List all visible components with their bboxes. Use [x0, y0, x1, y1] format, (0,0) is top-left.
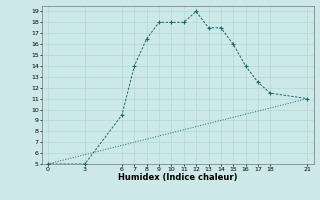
X-axis label: Humidex (Indice chaleur): Humidex (Indice chaleur) — [118, 173, 237, 182]
